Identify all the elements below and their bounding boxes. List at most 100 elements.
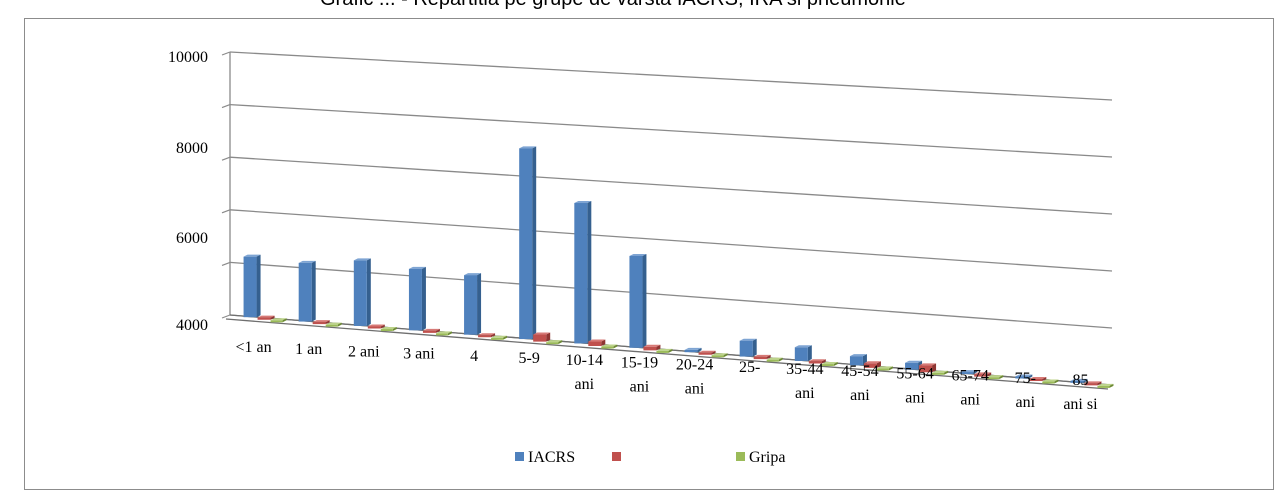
bar-0-top	[408, 266, 426, 269]
bar-series-2	[533, 334, 547, 342]
bar-0-top	[574, 201, 592, 204]
floor-front-edge	[225, 318, 1109, 390]
bar-gripa	[546, 342, 559, 345]
bar-1-side	[601, 339, 606, 346]
bar-1-side	[270, 315, 275, 320]
bar-0-side	[532, 146, 537, 340]
legend-swatch	[736, 452, 745, 461]
bar-2-top	[546, 340, 563, 343]
bar-2-top	[766, 357, 783, 360]
bar-2-top	[435, 331, 452, 334]
bar-2-top	[711, 353, 728, 356]
y-tick-label: 6000	[176, 230, 208, 247]
bar-iacrs	[464, 275, 478, 335]
x-tick-label: 15-19	[621, 354, 658, 371]
bar-series-2	[974, 374, 988, 377]
legend-swatch	[612, 452, 621, 461]
bar-iacrs	[1070, 380, 1084, 383]
bar-1-top	[1084, 381, 1102, 384]
bar-1-top	[422, 328, 440, 331]
bar-gripa	[325, 324, 338, 327]
bar-0-top	[684, 347, 702, 350]
x-tick-label: ani	[575, 376, 595, 393]
x-tick-label: 85	[1072, 372, 1088, 389]
bar-series-2	[588, 341, 602, 346]
bar-iacrs	[960, 372, 974, 375]
bar-1-side	[546, 332, 551, 342]
bar-2-side	[1109, 383, 1114, 388]
bar-2-top	[876, 366, 893, 369]
x-tick-label: <1 an	[236, 339, 272, 356]
bar-0-top	[243, 254, 261, 257]
bar-iacrs	[1015, 376, 1029, 379]
bar-0-top	[298, 260, 316, 263]
bar-2-side	[999, 375, 1004, 380]
bar-series-2	[367, 326, 381, 329]
x-tick-label: 65-74	[952, 368, 989, 385]
x-tick-label: ani si	[1063, 396, 1098, 413]
x-tick-label: 45-54	[841, 363, 878, 380]
bar-0-side	[366, 258, 371, 326]
bar-iacrs	[794, 347, 808, 361]
bar-2-top	[601, 344, 618, 347]
bar-0-side	[807, 345, 812, 361]
grid-tick	[221, 209, 231, 214]
bar-0-top	[629, 253, 647, 256]
bar-2-side	[668, 348, 673, 353]
bar-iacrs	[408, 268, 422, 331]
bar-gripa	[766, 359, 779, 362]
bar-1-side	[766, 354, 771, 360]
bar-1-side	[821, 359, 826, 364]
bar-series-2	[753, 356, 767, 360]
bar-1-side	[435, 328, 440, 333]
chart-frame	[24, 18, 1274, 490]
bar-iacrs	[574, 203, 588, 344]
bar-0-side	[752, 338, 757, 357]
bar-0-top	[519, 146, 537, 149]
x-tick-label: ani	[685, 381, 705, 398]
bar-1-side	[711, 350, 716, 355]
bar-2-side	[723, 353, 728, 358]
y-tick-label: 10000	[168, 49, 208, 66]
bar-iacrs	[353, 260, 367, 326]
bar-series-2	[919, 365, 933, 373]
bar-series-2	[312, 322, 326, 325]
x-tick-label: ani	[850, 387, 870, 404]
x-tick-label: 20-24	[676, 357, 713, 374]
bar-iacrs	[905, 362, 919, 370]
x-tick-label: ani	[960, 392, 980, 409]
bar-series-2	[863, 363, 877, 368]
grid-tick	[221, 156, 231, 161]
bar-0-side	[1083, 378, 1088, 383]
bar-2-top	[380, 327, 397, 330]
bar-0-side	[642, 253, 647, 348]
bar-0-top	[739, 338, 757, 341]
bar-1-top	[808, 359, 826, 362]
bar-2-top	[656, 348, 673, 351]
bar-gripa	[656, 350, 669, 353]
grid-tick	[221, 51, 231, 56]
bar-iacrs	[243, 256, 257, 318]
x-tick-label: ani	[905, 389, 925, 406]
bar-iacrs	[298, 262, 312, 322]
bar-2-side	[888, 366, 893, 371]
bar-gripa	[270, 320, 283, 323]
bar-2-top	[821, 362, 838, 365]
x-tick-label: 10-14	[566, 352, 603, 369]
bar-gripa	[1042, 381, 1055, 384]
bar-0-side	[477, 273, 482, 335]
bar-iacrs	[849, 356, 863, 366]
bar-2-top	[325, 322, 342, 325]
x-tick-label: 5-9	[519, 350, 540, 367]
bar-2-side	[558, 340, 563, 345]
bar-gripa	[380, 329, 393, 332]
bar-2-side	[1054, 379, 1059, 384]
bar-series-2	[698, 352, 712, 355]
bar-0-side	[697, 347, 702, 353]
bar-2-top	[987, 375, 1004, 378]
grid-tick	[221, 314, 231, 319]
bar-2-top	[1097, 383, 1114, 386]
bar-series-2	[422, 330, 436, 333]
bar-0-top	[960, 370, 978, 373]
